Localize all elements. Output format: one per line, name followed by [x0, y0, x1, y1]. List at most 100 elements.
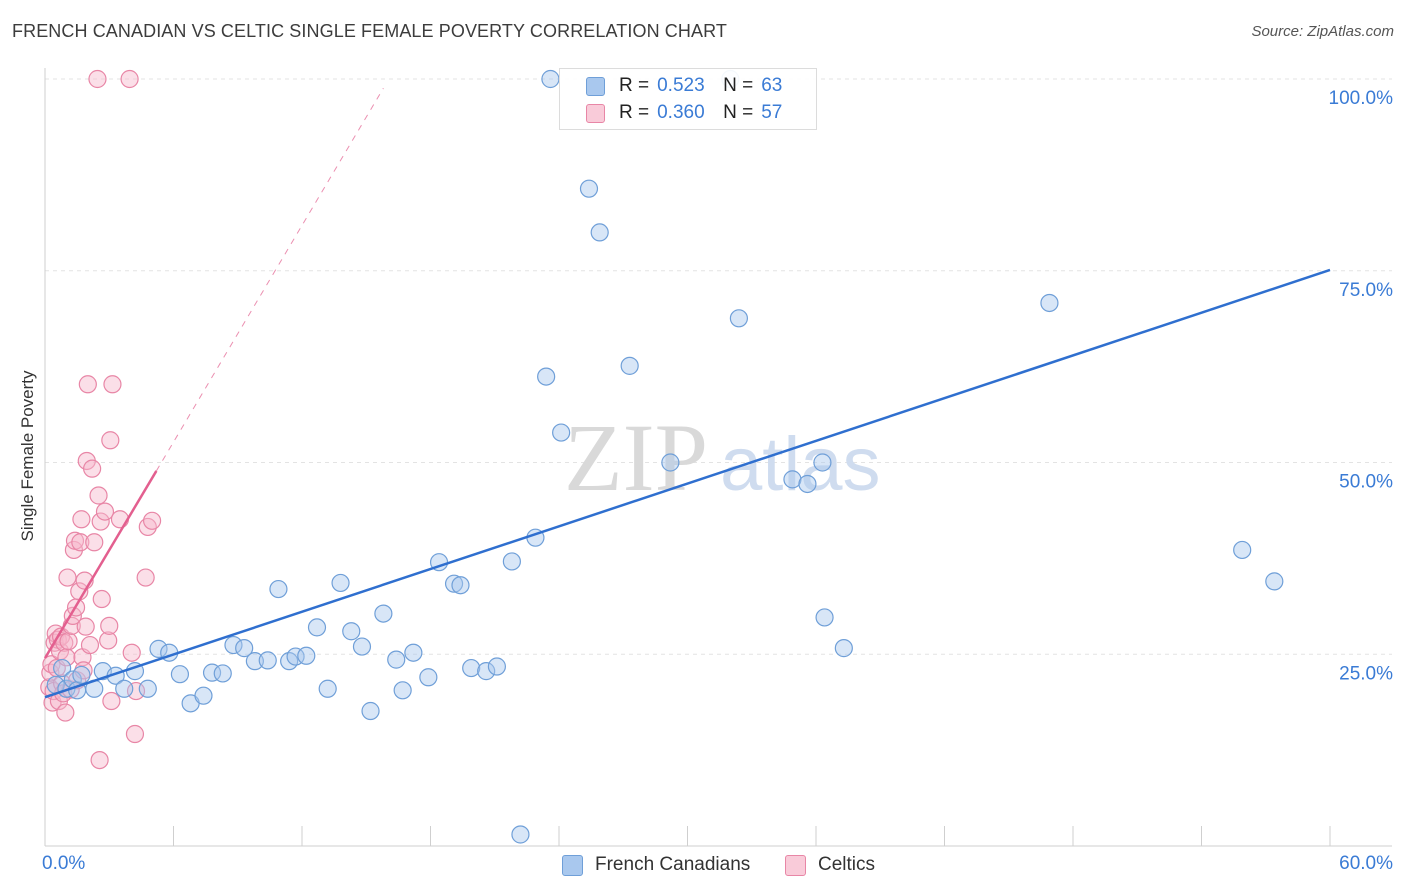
y-tick-label: 100.0% [1329, 88, 1394, 109]
french-canadians-point [318, 679, 337, 698]
celtics-point [99, 631, 118, 650]
legend-n-label: N = [723, 75, 754, 96]
series-label: Celtics [818, 854, 876, 875]
blue-swatch-icon [586, 76, 605, 96]
french-canadians-point [393, 681, 412, 700]
french-canadians-point [834, 639, 853, 658]
celtics-point [57, 648, 76, 667]
source-label: Source: ZipAtlas.com [1251, 23, 1394, 40]
legend-r-value: 0.523 [657, 75, 705, 96]
celtics-point [125, 724, 145, 744]
legend-r-label: R = [619, 102, 650, 123]
french-canadians-point [620, 356, 639, 375]
french-canadians-trend-line [44, 268, 1331, 699]
legend-row-celtics: R = 0.360 N = 57 [586, 100, 782, 126]
french-canadians-point [374, 604, 393, 623]
celtics-point [72, 510, 91, 529]
x-tick-label-min: 0.0% [42, 853, 85, 874]
french-canadians-point [53, 658, 72, 678]
celtics-point [89, 486, 108, 505]
legend-r-label: R = [619, 75, 650, 96]
french-canadians-point [579, 179, 599, 198]
celtics-point [80, 635, 100, 655]
french-canadians-point [537, 367, 556, 386]
french-canadians-point [419, 668, 438, 687]
celtics-trend-extension [155, 87, 384, 472]
french-canadians-point [487, 657, 506, 676]
french-canadians-point [213, 664, 232, 683]
french-canadians-point [1265, 572, 1284, 591]
celtics-point [101, 431, 120, 450]
celtics-point [102, 691, 121, 711]
french-canadians-point [170, 665, 190, 684]
french-canadians-point [813, 453, 832, 472]
celtics-point [91, 512, 110, 531]
french-canadians-point [729, 309, 749, 328]
celtics-point [85, 533, 104, 552]
french-canadians-point [352, 637, 372, 656]
french-canadians-point [307, 618, 327, 637]
french-canadians-point [138, 679, 157, 698]
blue-swatch-icon [562, 854, 583, 876]
y-tick-label: 75.0% [1339, 280, 1393, 301]
celtics-point [76, 617, 95, 636]
french-canadians-point [297, 646, 316, 665]
y-tick-label: 25.0% [1339, 663, 1393, 684]
french-canadians-point [235, 639, 254, 658]
celtics-point [58, 568, 77, 587]
french-canadians-point [361, 701, 380, 721]
french-canadians-point [661, 453, 680, 472]
axes [44, 68, 1392, 847]
celtics-point [126, 681, 146, 701]
french-canadians-point [798, 474, 817, 494]
y-tick-label: 50.0% [1339, 472, 1393, 493]
french-canadians-point [502, 552, 521, 571]
french-canadians-point [451, 576, 470, 595]
series-label: French Canadians [595, 854, 751, 875]
celtics-point [78, 375, 97, 394]
french-canadians-point [280, 652, 299, 671]
french-canadians-point [194, 686, 213, 705]
celtics-point [142, 511, 162, 530]
french-canadians-point [115, 679, 134, 698]
series-legend-french-canadians: French Canadians [562, 852, 750, 878]
celtics-point [92, 589, 111, 609]
french-canadians-point [511, 825, 530, 844]
chart-title: FRENCH CANADIAN VS CELTIC SINGLE FEMALE … [12, 21, 727, 41]
celtics-point [110, 510, 130, 529]
celtics-point [136, 568, 155, 587]
french-canadians-point [462, 658, 481, 678]
legend-row-french-canadians: R = 0.523 N = 63 [586, 73, 782, 99]
celtics-point [56, 703, 75, 722]
celtics-point [90, 750, 109, 770]
celtics-points [40, 69, 162, 770]
pink-swatch-icon [785, 854, 806, 876]
legend-n-value: 57 [761, 102, 783, 123]
french-canadians-point [444, 574, 464, 593]
french-canadians-point [331, 573, 350, 593]
legend-n-value: 63 [761, 75, 783, 96]
french-canadians-points [46, 69, 1284, 844]
correlation-legend: R = 0.523 N = 63 R = 0.360 N = 57 [559, 68, 817, 130]
celtics-point [71, 533, 90, 552]
legend-n-label: N = [723, 102, 754, 123]
series-legend-celtics: Celtics [785, 852, 875, 878]
french-canadians-point [72, 665, 91, 685]
tick-labels: 100.0% 75.0% 50.0% 25.0% 0.0% 60.0% [42, 88, 1393, 874]
french-canadians-point [224, 635, 243, 655]
french-canadians-point [815, 608, 834, 627]
legend-r-value: 0.360 [657, 102, 705, 123]
gridlines [45, 78, 1392, 655]
celtics-point [88, 69, 107, 89]
french-canadians-point [590, 223, 609, 242]
french-canadians-point [1233, 540, 1252, 560]
french-canadians-point [783, 470, 802, 489]
french-canadians-point [269, 579, 288, 599]
french-canadians-point [149, 639, 168, 658]
pink-swatch-icon [586, 103, 605, 123]
french-canadians-point [258, 651, 277, 670]
french-canadians-point [541, 69, 560, 89]
french-canadians-point [404, 643, 423, 662]
celtics-point [120, 69, 139, 89]
